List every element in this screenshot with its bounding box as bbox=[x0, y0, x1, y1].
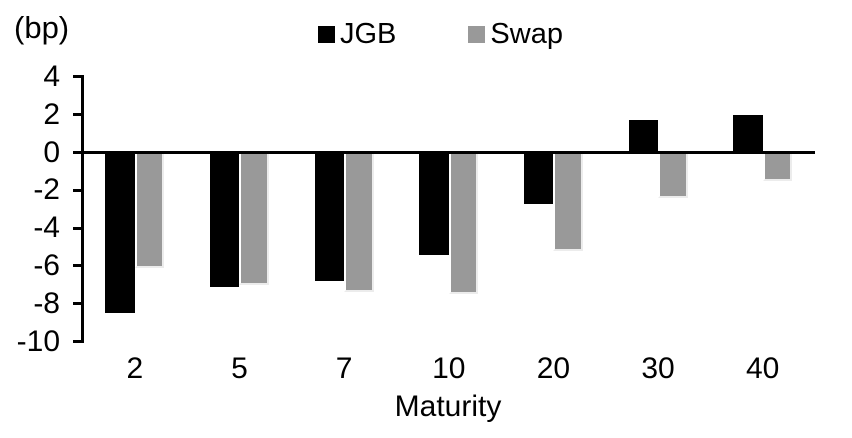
x-axis-category-label: 20 bbox=[536, 352, 571, 385]
y-axis-tick bbox=[73, 340, 84, 343]
bar-jgb-7 bbox=[314, 152, 345, 282]
y-axis-tick bbox=[73, 151, 84, 154]
bar-swap-5 bbox=[239, 152, 269, 285]
x-axis-title: Maturity bbox=[394, 390, 502, 423]
y-axis-tick-label: -10 bbox=[16, 324, 60, 358]
x-axis-category-label: 2 bbox=[126, 352, 144, 385]
bar-jgb-40 bbox=[733, 114, 763, 153]
y-axis-unit-label: (bp) bbox=[14, 10, 70, 45]
y-axis-tick-label: 0 bbox=[43, 135, 60, 169]
y-axis-tick bbox=[73, 75, 84, 79]
jgb-series-swatch-icon bbox=[318, 25, 335, 43]
y-axis-tick bbox=[73, 226, 84, 230]
x-axis-category-label: 30 bbox=[641, 352, 675, 385]
bar-swap-20 bbox=[553, 152, 583, 251]
legend-label-swap: Swap bbox=[490, 18, 563, 50]
y-axis-tick-label: -6 bbox=[33, 248, 60, 282]
bar-swap-40 bbox=[762, 152, 793, 181]
legend-item-jgb: JGB bbox=[318, 18, 396, 50]
x-axis-category-label: 5 bbox=[231, 352, 248, 385]
y-axis-tick-label: -2 bbox=[33, 173, 60, 207]
zero-axis-line bbox=[81, 151, 815, 154]
legend-item-swap: Swap bbox=[468, 18, 563, 50]
bar-jgb-10 bbox=[419, 152, 449, 255]
bar-swap-7 bbox=[344, 152, 374, 293]
x-axis-category-label: 10 bbox=[432, 352, 466, 385]
y-axis-tick bbox=[73, 188, 84, 192]
bar-jgb-5 bbox=[209, 152, 240, 287]
y-axis-tick bbox=[73, 113, 84, 117]
swap-series-swatch-icon bbox=[468, 25, 486, 43]
bar-swap-2 bbox=[134, 152, 165, 268]
legend: JGB Swap bbox=[318, 18, 563, 50]
y-axis-tick-label: 2 bbox=[43, 97, 60, 131]
y-axis-tick-label: -8 bbox=[33, 286, 60, 320]
y-axis-tick-label: 4 bbox=[43, 59, 60, 93]
x-axis-category-label: 40 bbox=[745, 352, 780, 385]
bar-jgb-20 bbox=[523, 152, 554, 204]
y-axis-line bbox=[81, 75, 84, 343]
x-axis-category-label: 7 bbox=[335, 352, 353, 385]
bar-swap-10 bbox=[448, 152, 479, 295]
y-axis-tick bbox=[73, 302, 84, 306]
legend-label-jgb: JGB bbox=[340, 18, 397, 50]
bar-jgb-2 bbox=[105, 152, 135, 314]
y-axis-tick bbox=[73, 264, 84, 268]
bar-swap-30 bbox=[658, 152, 688, 198]
bar-jgb-30 bbox=[628, 120, 659, 153]
y-axis-tick-label: -4 bbox=[33, 211, 60, 245]
